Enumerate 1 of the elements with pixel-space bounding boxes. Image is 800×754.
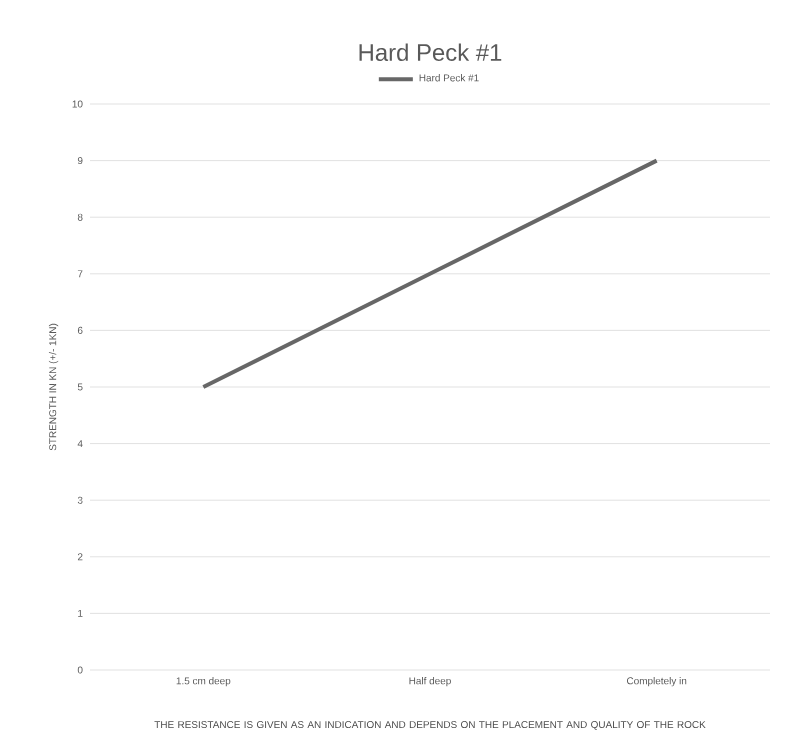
chart-title: Hard Peck #1	[359, 43, 502, 61]
